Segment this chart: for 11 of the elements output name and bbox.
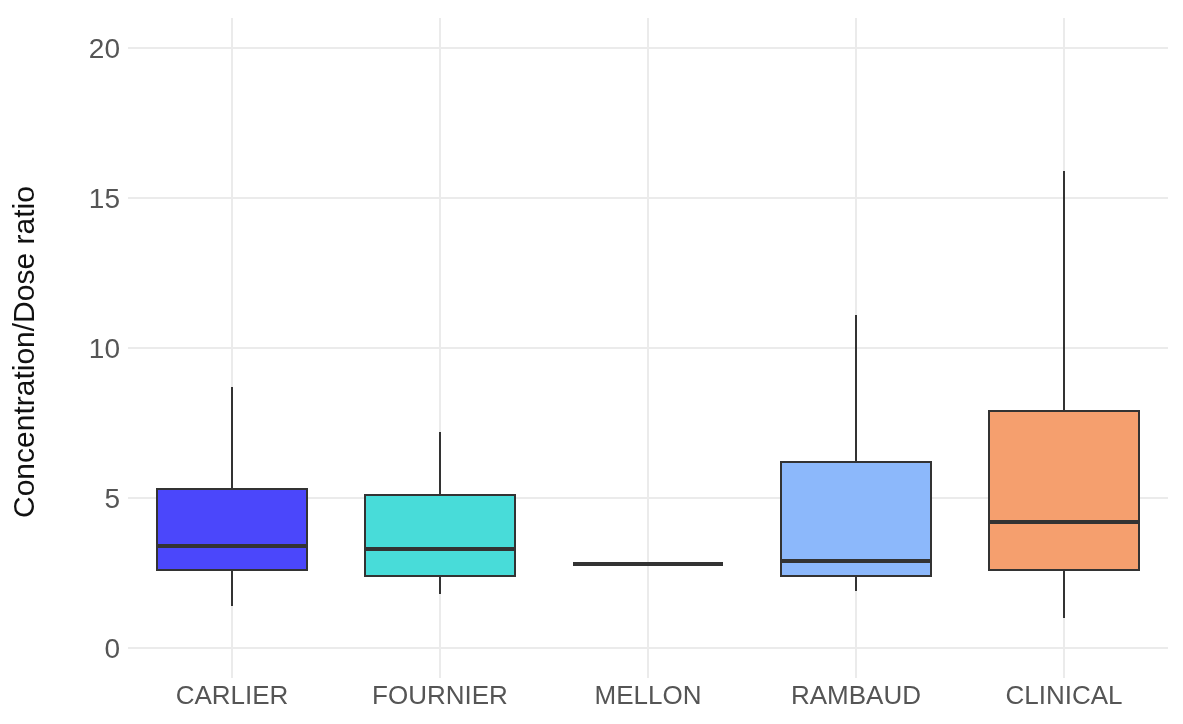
y-tick-label: 0 xyxy=(104,632,120,664)
x-tick-label: CLINICAL xyxy=(1005,680,1123,711)
x-tick-label: RAMBAUD xyxy=(790,680,922,711)
y-tick-label: 5 xyxy=(104,482,120,514)
x-tick-label: MELLON xyxy=(594,680,702,711)
y-tick-label: 20 xyxy=(88,32,120,64)
x-tick-label: CARLIER xyxy=(175,680,289,711)
x-tick-label: FOURNIER xyxy=(372,680,508,711)
y-tick-label: 10 xyxy=(88,332,120,364)
y-tick-label: 15 xyxy=(88,182,120,214)
y-axis-title: Concentration/Dose ratio xyxy=(6,186,40,518)
